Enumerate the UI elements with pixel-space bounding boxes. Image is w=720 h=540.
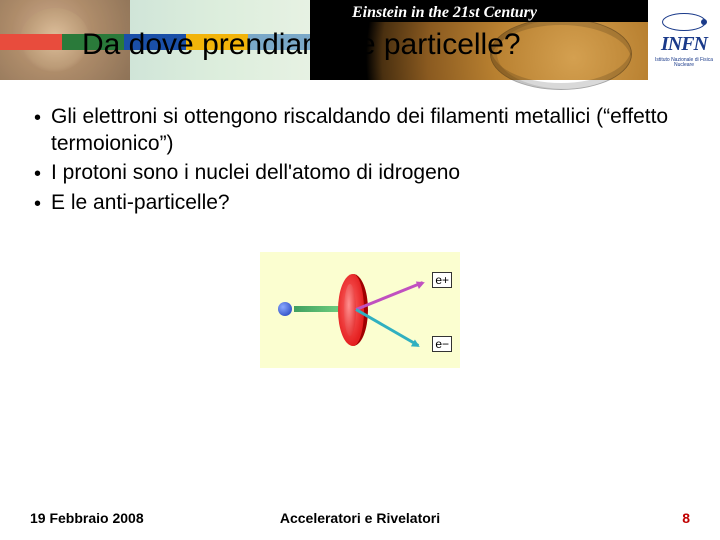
bullet-icon: • [34, 160, 41, 188]
footer-page: 8 [682, 510, 690, 526]
bullet-text: Gli elettroni si ottengono riscaldando d… [51, 104, 690, 158]
diagram-wrap: e+ e− [30, 252, 690, 368]
target-disk [338, 274, 368, 346]
label-electron: e− [432, 336, 452, 352]
label-positron: e+ [432, 272, 452, 288]
footer: 19 Febbraio 2008 Acceleratori e Rivelato… [0, 510, 720, 526]
list-item: • I protoni sono i nuclei dell'atomo di … [30, 160, 690, 188]
footer-center: Acceleratori e Rivelatori [0, 510, 720, 526]
infn-logo: INFN Istituto Nazionale di Fisica Nuclea… [648, 0, 720, 80]
infn-orbit-icon [662, 13, 706, 31]
slide-title: Da dove prendiamo le particelle? [82, 28, 521, 62]
infn-name: INFN [661, 33, 707, 56]
content-area: • Gli elettroni si ottengono riscaldando… [0, 80, 720, 368]
beam-arrow [294, 306, 342, 312]
bullet-icon: • [34, 190, 41, 218]
list-item: • E le anti-particelle? [30, 190, 690, 218]
banner-tagline: Einstein in the 21st Century [310, 0, 648, 22]
bullet-text: I protoni sono i nuclei dell'atomo di id… [51, 160, 460, 187]
bullet-icon: • [34, 104, 41, 132]
pair-production-diagram: e+ e− [260, 252, 460, 368]
list-item: • Gli elettroni si ottengono riscaldando… [30, 104, 690, 158]
bullet-text: E le anti-particelle? [51, 190, 230, 217]
stripe-1 [0, 34, 62, 50]
infn-subtitle: Istituto Nazionale di Fisica Nucleare [648, 58, 720, 68]
incoming-particle [278, 302, 292, 316]
